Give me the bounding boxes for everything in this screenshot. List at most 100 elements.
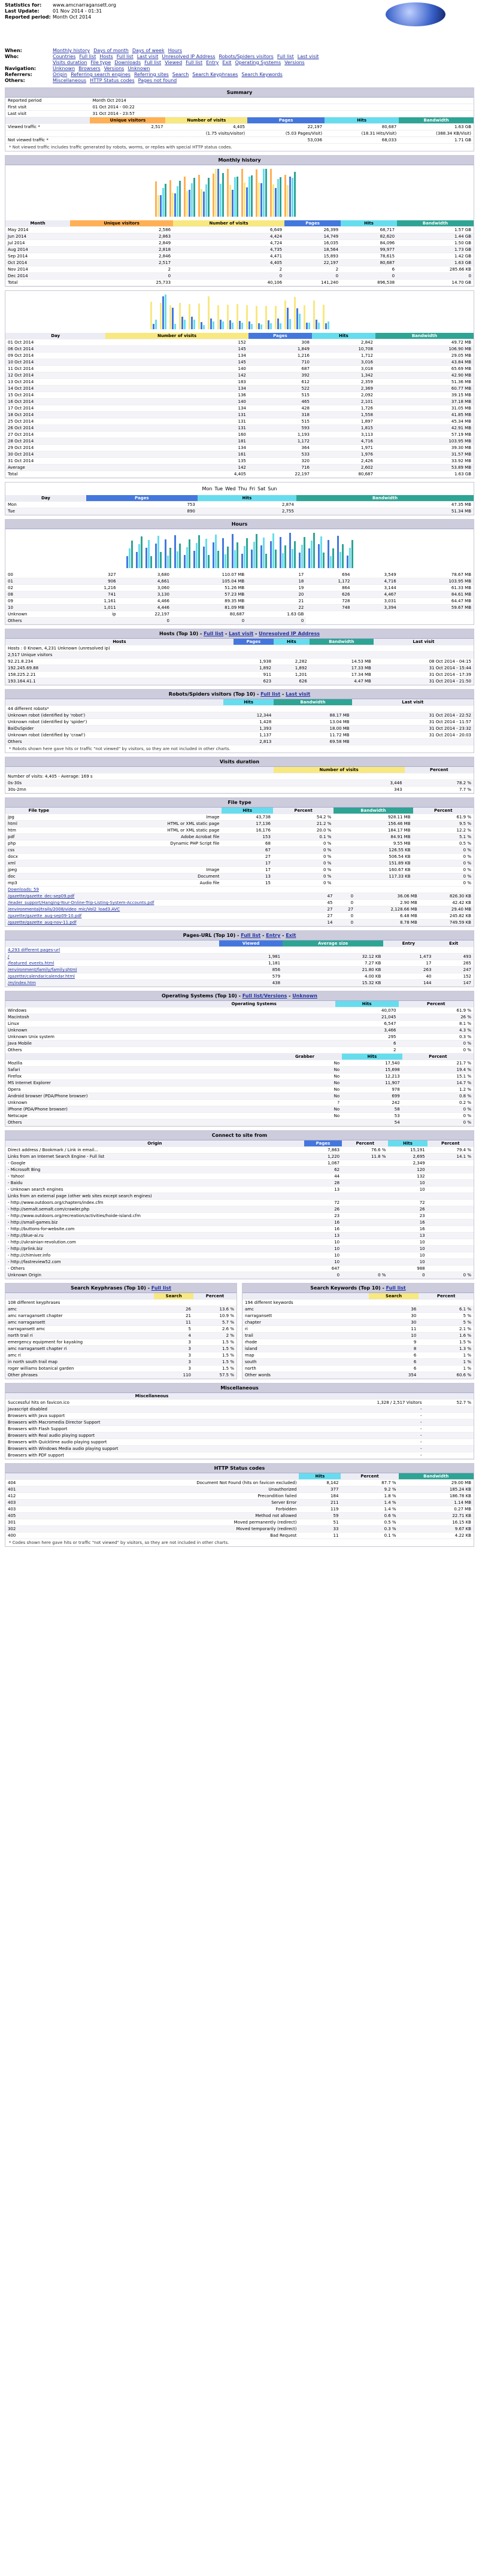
nav-link[interactable]: Unknown xyxy=(128,66,150,71)
nav-link[interactable]: Pages not found xyxy=(138,78,177,83)
bar-hits xyxy=(262,169,265,217)
table-cell: 126.55 KB xyxy=(334,846,413,854)
nav-link[interactable]: Hosts xyxy=(99,54,113,59)
nav-link[interactable]: Browsers xyxy=(78,66,101,71)
keyphrases-full-list-link[interactable]: Full list xyxy=(151,1285,171,1291)
table-cell: Unknown xyxy=(5,1099,268,1106)
table-cell: 80,687 xyxy=(311,471,375,478)
table-row: /environmental/trails/2008/video_mic/Vol… xyxy=(5,906,474,913)
nav-link[interactable]: Exit xyxy=(222,60,232,65)
row-link[interactable]: /gazette/gazette_dec-sep09.pdf xyxy=(5,893,314,900)
nav-link[interactable]: Referring sites xyxy=(134,72,169,77)
nav-link[interactable]: Search xyxy=(172,72,189,77)
table-cell xyxy=(273,773,405,780)
nav-link[interactable]: Full list xyxy=(277,54,294,59)
nav-link[interactable]: Full list xyxy=(116,54,134,59)
nav-link[interactable]: Origin xyxy=(53,72,68,77)
day-bar-group xyxy=(226,295,234,329)
table-cell: 864 xyxy=(306,584,353,591)
nav-link[interactable]: Versions xyxy=(104,66,125,71)
row-link[interactable]: /featured_events.html xyxy=(5,960,220,967)
viewed-bandwidth: 1.63 GB xyxy=(399,123,474,131)
nav-link[interactable]: Last visit xyxy=(137,54,159,59)
row-link[interactable]: /gazette/gazette_aug-nov-11.pdf xyxy=(5,919,314,926)
bar-bw xyxy=(169,548,171,568)
nav-link[interactable]: File type xyxy=(90,60,111,65)
table-row: Browsers with PDF support - xyxy=(5,1452,474,1459)
table-cell: 09 xyxy=(5,597,72,605)
nav-link[interactable]: Countries xyxy=(53,54,76,59)
row-link[interactable]: / xyxy=(5,953,220,960)
table-cell: 5.7 % xyxy=(193,1319,237,1326)
nav-link[interactable]: Unresolved IP Address xyxy=(162,54,216,59)
pages-full-list-link[interactable]: Full list xyxy=(241,933,261,938)
referrers-section: Connect to site from Origin Pages Percent H… xyxy=(5,1130,474,1279)
table-cell: Server Error xyxy=(37,1499,299,1506)
robots-last-visit-link[interactable]: Last visit xyxy=(286,691,311,697)
table-cell: 728 xyxy=(306,597,353,605)
os-full-list-link[interactable]: Full list/Versions xyxy=(242,993,287,999)
row-link[interactable]: Downloads: 59 xyxy=(5,887,314,893)
awstats-logo[interactable] xyxy=(386,2,445,26)
table-cell: 4.47 MB xyxy=(309,678,374,685)
table-cell: 08 Oct 2014 - 04:15 xyxy=(373,658,474,665)
pages-entry-link[interactable]: Entry xyxy=(266,933,281,938)
nav-link[interactable]: Robots/Spiders visitors xyxy=(219,54,274,59)
nav-link[interactable]: Viewed xyxy=(165,60,183,65)
bar-hits xyxy=(260,324,262,329)
row-link[interactable]: 4,293 different pages-url xyxy=(5,946,220,954)
nav-link[interactable]: Referring search engines xyxy=(71,72,131,77)
nav-link[interactable]: Days of month xyxy=(93,48,129,53)
nav-link[interactable]: Miscellaneous xyxy=(53,78,87,83)
nav-link[interactable]: Hours xyxy=(168,48,183,53)
bar-pages xyxy=(171,308,174,329)
table-cell: 2,602 xyxy=(311,464,375,471)
table-cell: 2,695 xyxy=(388,1153,428,1160)
hosts-full-list-link[interactable]: Full list xyxy=(204,631,224,636)
nav-link[interactable]: HTTP Status codes xyxy=(90,78,135,83)
table-cell xyxy=(72,617,119,624)
row-link[interactable]: /gazette/calendar/calendar.html xyxy=(5,973,220,980)
nav-link[interactable]: Full list xyxy=(186,60,203,65)
table-cell xyxy=(334,879,413,887)
nav-link[interactable]: Visits duration xyxy=(53,60,87,65)
row-link[interactable]: /environmental/trails/2008/video_mic/Vol… xyxy=(5,906,314,913)
table-cell: 15,698 xyxy=(342,1066,402,1073)
table-cell: 103.95 MB xyxy=(398,578,474,585)
table-cell: 28 xyxy=(304,1179,342,1187)
nav-link[interactable]: Operating Systems xyxy=(235,60,281,65)
table-cell: 1,393 xyxy=(223,725,274,732)
hosts-unresolved-link[interactable]: Unresolved IP Address xyxy=(259,631,320,636)
table-cell: Document xyxy=(72,873,222,880)
bar-hits xyxy=(212,321,214,329)
row-link[interactable]: /gazette/gazette_aug-sep09-10.pdf xyxy=(5,912,314,920)
nav-link[interactable]: Search Keyphrases xyxy=(192,72,238,77)
nav-link[interactable]: Versions xyxy=(284,60,305,65)
os-unknown-link[interactable]: Unknown xyxy=(292,993,317,999)
nav-link[interactable]: Unknown xyxy=(53,66,75,71)
table-row: Successful hits on favicon.ico 1,328 / 2,… xyxy=(5,1399,474,1406)
hosts-last-visit-link[interactable]: Last visit xyxy=(229,631,254,636)
table-cell: 31 Oct 2014 - 11:57 xyxy=(351,718,474,726)
nav-link[interactable]: Full list xyxy=(144,60,162,65)
table-row: - http://semalt.semalt.com/crawler.php 26… xyxy=(5,1206,474,1213)
robots-full-list-link[interactable]: Full list xyxy=(260,691,281,697)
table-cell: 2.90 MB xyxy=(356,899,420,906)
nav-link[interactable]: Last visit xyxy=(297,54,319,59)
row-link[interactable]: /m/index.htm xyxy=(5,979,220,987)
nav-link[interactable]: Monthly history xyxy=(53,48,90,53)
table-cell: 78,615 xyxy=(341,253,398,260)
table-cell: 44 different robots* xyxy=(5,705,224,712)
row-link[interactable]: /leader_support/Hanging-Your-Online-Trip… xyxy=(5,899,314,906)
nav-link[interactable]: Downloads xyxy=(114,60,141,65)
nav-link[interactable]: Search Keywords xyxy=(241,72,283,77)
bar-hits xyxy=(291,178,293,217)
bar-bw xyxy=(284,545,286,568)
row-link[interactable]: /environment/family/family.shtml xyxy=(5,966,220,973)
nav-link[interactable]: Entry xyxy=(206,60,219,65)
keywords-full-list-link[interactable]: Full list xyxy=(386,1285,406,1291)
nav-link[interactable]: Days of week xyxy=(132,48,165,53)
table-cell xyxy=(172,1027,335,1034)
nav-link[interactable]: Full list xyxy=(79,54,96,59)
pages-exit-link[interactable]: Exit xyxy=(286,933,296,938)
